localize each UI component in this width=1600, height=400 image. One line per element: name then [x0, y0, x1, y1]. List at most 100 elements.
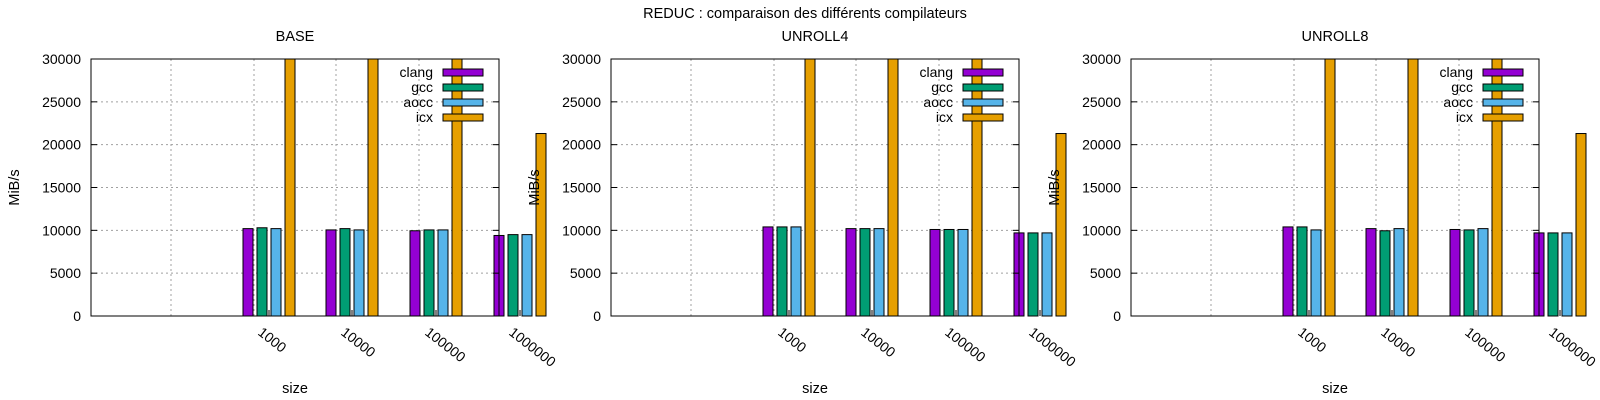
y-axis-label: MiB/s	[7, 169, 23, 205]
bar-clang-100000	[1449, 228, 1461, 317]
legend-swatch-clang	[442, 68, 484, 77]
legend-swatch-gcc	[442, 83, 484, 92]
bar-icx-100000	[971, 58, 983, 317]
chart-panel-base: 0 5000 10000 15000 20000 25000 30000 1000 10000 1…	[7, 29, 559, 397]
y-tick-label: 0	[593, 308, 601, 324]
bar-clang-100000	[929, 228, 941, 317]
bar-icx-1000000	[1055, 133, 1067, 317]
y-tick-label: 10000	[1082, 222, 1121, 238]
legend-swatch-aocc	[1482, 98, 1524, 107]
bar-clang-1000	[242, 228, 254, 317]
figure-suptitle: REDUC : comparaison des différents compi…	[643, 6, 967, 22]
bar-gcc-1000000	[1027, 232, 1039, 317]
bar-clang-10000	[325, 229, 337, 317]
legend-swatch-clang	[1482, 68, 1524, 77]
bar-aocc-10000	[1393, 228, 1405, 317]
y-tick-label: 5000	[1090, 265, 1121, 281]
chart-panel-unroll8: 0 5000 10000 15000 20000 25000 30000 1000 10000 1…	[1047, 29, 1599, 397]
y-tick-label: 25000	[42, 94, 81, 110]
legend-label-clang: clang	[400, 64, 433, 80]
x-tick-label: 1000000	[1026, 324, 1079, 370]
legend-swatch-clang	[962, 68, 1004, 77]
bar-aocc-1000	[1310, 229, 1322, 317]
y-tick-label: 25000	[562, 94, 601, 110]
bar-clang-10000	[1365, 228, 1377, 317]
bar-aocc-10000	[353, 229, 365, 317]
bar-gcc-10000	[339, 228, 351, 317]
x-tick-label: 10000	[1378, 324, 1419, 361]
y-tick-label: 25000	[1082, 94, 1121, 110]
legend-swatch-gcc	[962, 83, 1004, 92]
bar-gcc-1000	[1296, 226, 1308, 317]
bar-aocc-100000	[1477, 228, 1489, 317]
bar-icx-10000	[887, 58, 899, 317]
bar-gcc-10000	[859, 228, 871, 317]
bar-icx-10000	[367, 58, 379, 317]
bar-aocc-100000	[957, 228, 969, 317]
legend-label-gcc: gcc	[1451, 79, 1473, 95]
chart-panel-unroll4: 0 5000 10000 15000 20000 25000 30000 1000 10000 1…	[527, 29, 1079, 397]
bar-icx-100000	[451, 58, 463, 317]
x-tick-label: 1000	[255, 324, 290, 356]
legend-swatch-aocc	[442, 98, 484, 107]
y-tick-label: 20000	[562, 137, 601, 153]
legend-label-clang: clang	[920, 64, 953, 80]
bar-gcc-1000	[776, 226, 788, 317]
x-tick-label: 1000	[1295, 324, 1330, 356]
y-tick-label: 15000	[1082, 180, 1121, 196]
y-tick-label: 0	[73, 308, 81, 324]
x-tick-label: 1000000	[506, 324, 559, 370]
bar-clang-1000	[762, 226, 774, 317]
x-tick-label: 100000	[422, 324, 469, 366]
y-tick-label: 5000	[50, 265, 81, 281]
y-tick-label: 15000	[42, 180, 81, 196]
bar-aocc-1000	[790, 226, 802, 317]
bar-icx-1000	[1324, 58, 1336, 317]
bar-icx-1000	[804, 58, 816, 317]
bar-icx-1000000	[535, 133, 547, 317]
x-tick-label: 1000000	[1546, 324, 1599, 370]
bar-aocc-100000	[437, 229, 449, 317]
chart-title: UNROLL8	[1302, 29, 1369, 45]
x-axis-label: size	[802, 381, 828, 397]
y-tick-label: 15000	[562, 180, 601, 196]
x-tick-label: 100000	[942, 324, 989, 366]
bar-clang-1000	[1282, 226, 1294, 317]
x-tick-label: 10000	[338, 324, 379, 361]
y-axis-label: MiB/s	[1047, 169, 1063, 205]
y-tick-label: 20000	[1082, 137, 1121, 153]
bar-aocc-1000000	[1041, 232, 1053, 317]
y-tick-label: 30000	[42, 51, 81, 67]
bar-aocc-1000	[270, 228, 282, 317]
bar-gcc-100000	[943, 228, 955, 317]
legend-label-icx: icx	[1456, 109, 1473, 125]
bar-icx-10000	[1407, 58, 1419, 317]
bar-clang-10000	[845, 228, 857, 317]
bar-aocc-10000	[873, 228, 885, 317]
y-axis-label: MiB/s	[527, 169, 543, 205]
bar-gcc-100000	[423, 229, 435, 317]
x-axis-label: size	[1322, 381, 1348, 397]
y-tick-label: 20000	[42, 137, 81, 153]
bar-aocc-1000000	[521, 234, 533, 317]
x-tick-label: 10000	[858, 324, 899, 361]
legend-label-aocc: aocc	[403, 94, 433, 110]
bar-icx-1000	[284, 58, 296, 317]
bar-gcc-1000	[256, 227, 268, 317]
bar-gcc-100000	[1463, 229, 1475, 317]
y-tick-label: 5000	[570, 265, 601, 281]
legend-label-clang: clang	[1440, 64, 1473, 80]
x-axis-label: size	[282, 381, 308, 397]
legend-label-icx: icx	[936, 109, 953, 125]
bar-aocc-1000000	[1561, 232, 1573, 317]
y-tick-label: 30000	[1082, 51, 1121, 67]
y-tick-label: 0	[1113, 308, 1121, 324]
bar-gcc-1000000	[1547, 232, 1559, 317]
legend-label-gcc: gcc	[931, 79, 953, 95]
legend-swatch-aocc	[962, 98, 1004, 107]
legend-swatch-icx	[442, 113, 484, 122]
legend-label-gcc: gcc	[411, 79, 433, 95]
bar-clang-100000	[409, 230, 421, 317]
